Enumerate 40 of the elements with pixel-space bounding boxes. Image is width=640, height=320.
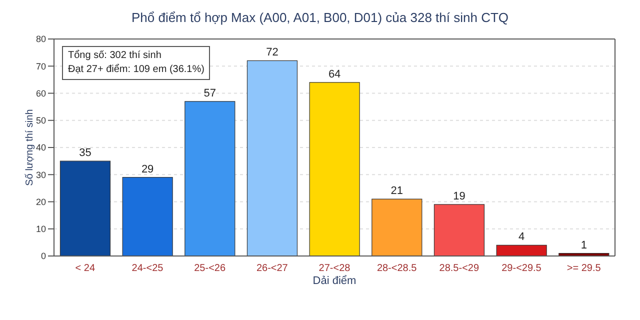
x-tick-label: 24-<25 [132, 263, 164, 274]
bar [434, 204, 485, 256]
x-tick-label: 28.5-<29 [439, 263, 480, 274]
data-label: 19 [453, 190, 466, 202]
bar [184, 101, 236, 256]
y-tick-label: 30 [36, 170, 46, 180]
x-tick-label: >= 29.5 [566, 263, 602, 274]
data-label: 35 [79, 147, 92, 160]
bar [122, 177, 173, 256]
bar [60, 160, 111, 256]
data-label: 57 [204, 87, 216, 100]
bar [309, 82, 360, 256]
data-label: 29 [141, 163, 154, 176]
y-tick-label: 80 [36, 34, 46, 44]
data-label: 72 [266, 46, 278, 59]
x-tick-label: 26-<27 [256, 263, 288, 274]
data-label: 21 [390, 185, 404, 198]
x-tick-label: 25-<26 [194, 263, 226, 274]
y-tick-label: 10 [36, 224, 46, 234]
annotation: Tổng số: 302 thí sinh [68, 49, 162, 63]
bar [496, 244, 547, 256]
annotation: Đạt 27+ điểm: 109 em (36.1%) [68, 63, 204, 77]
y-tick-label: 0 [40, 251, 46, 262]
data-label: 1 [580, 239, 587, 252]
data-label: 64 [328, 68, 341, 80]
y-axis-title: Số lượng thí sinh [24, 109, 36, 186]
x-axis-title: Dải điểm [312, 275, 356, 287]
chart-title: Phổ điểm tổ hợp Max (A00, A01, B00, D01) của 328 thí sinh CTQ [130, 10, 510, 25]
y-tick-label: 20 [36, 196, 46, 207]
bar [372, 198, 422, 256]
y-tick-label: 60 [36, 88, 46, 98]
x-tick-label: 27-<28 [318, 263, 351, 274]
x-tick-label: 29-<29.5 [502, 263, 542, 274]
y-tick-label: 70 [36, 61, 46, 72]
x-tick-label: 28-<28.5 [376, 263, 418, 274]
x-tick-label: < 24 [75, 263, 96, 274]
data-label: 4 [518, 231, 525, 244]
y-tick-label: 50 [36, 116, 46, 126]
y-tick-label: 40 [36, 142, 46, 153]
bar [246, 60, 298, 256]
